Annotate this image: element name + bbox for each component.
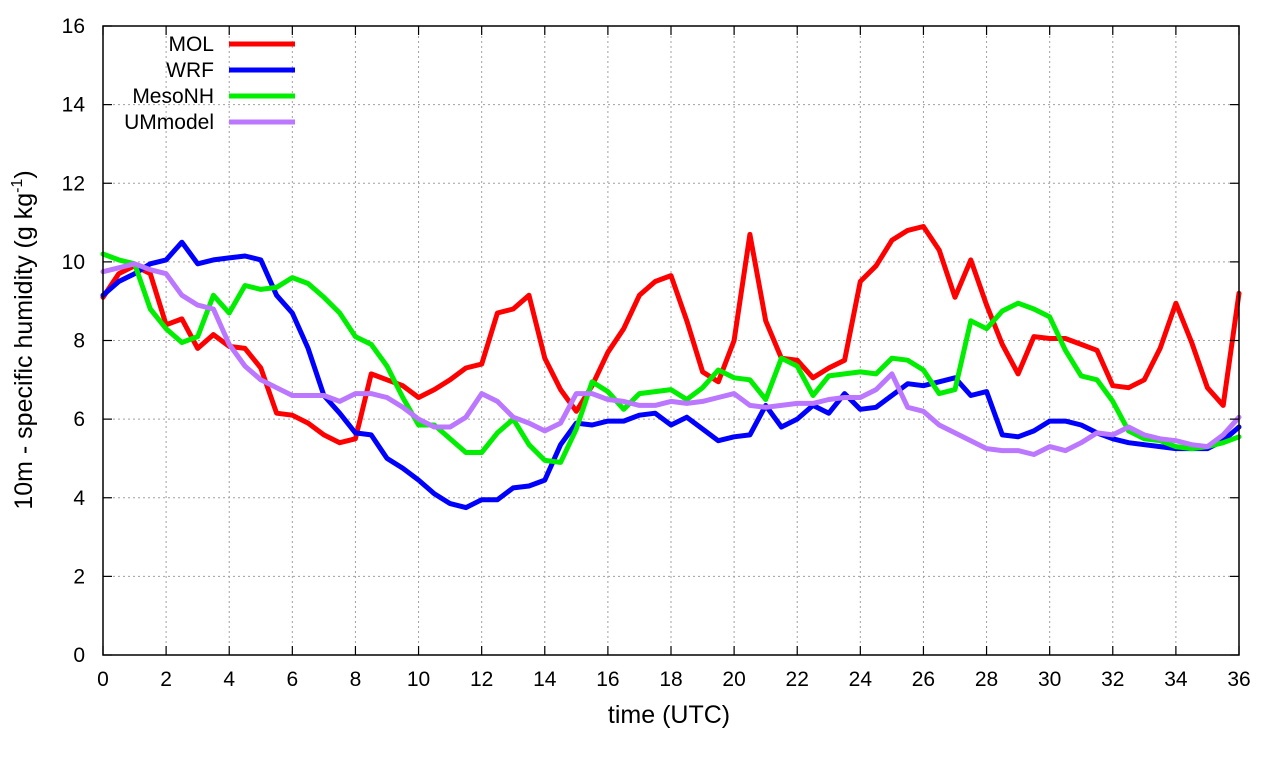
series-line-mesonh [100,251,1242,465]
y-axis-title-superscript: -1 [9,179,26,193]
y-tick-label: 8 [73,330,85,353]
y-tick-label: 0 [73,644,85,667]
series-line-ummodel [100,261,1242,457]
y-tick-label: 2 [73,565,85,588]
y-axis-title-main: 10m - specific humidity (g kg [10,193,38,510]
x-tick-label: 14 [533,668,557,691]
x-tick-label: 4 [223,668,235,691]
y-axis-ticks: 0 2 4 6 8 10 12 14 16 [62,15,1239,667]
x-tick-label: 0 [97,668,109,691]
x-axis-ticks: 0 2 4 6 8 10 12 14 16 18 20 22 24 26 28 30 32 34 36 [97,26,1251,691]
x-tick-label: 8 [350,668,362,691]
x-tick-label: 20 [722,668,745,691]
x-axis-title: time (UTC) [608,701,730,729]
legend-label-mol: MOL [168,33,214,56]
legend-label-wrf: WRF [166,59,214,82]
x-tick-label: 32 [1101,668,1124,691]
x-tick-label: 12 [470,668,493,691]
legend-label-mesonh: MesoNH [132,85,214,108]
y-tick-label: 16 [62,15,85,38]
x-tick-label: 26 [912,668,935,691]
x-tick-label: 36 [1227,668,1250,691]
y-tick-label: 6 [73,408,85,431]
y-tick-label: 12 [62,172,85,195]
x-tick-label: 22 [786,668,809,691]
x-tick-label: 16 [596,668,619,691]
x-tick-label: 30 [1038,668,1061,691]
y-tick-label: 10 [62,251,85,274]
series-line-mol [100,224,1242,446]
x-tick-label: 18 [659,668,682,691]
legend-label-ummodel: UMmodel [124,111,214,134]
y-tick-label: 4 [73,487,85,510]
x-tick-label: 2 [160,668,172,691]
y-axis-title: 10m - specific humidity (g kg-1) [9,170,38,509]
series-line-wrf [100,239,1242,511]
x-tick-label: 28 [975,668,998,691]
y-tick-label: 14 [62,94,86,117]
x-tick-label: 24 [849,668,873,691]
legend: MOL WRF MesoNH UMmodel [124,33,295,134]
x-tick-label: 34 [1164,668,1188,691]
x-tick-label: 6 [286,668,298,691]
series-lines [100,224,1242,511]
x-tick-label: 10 [407,668,430,691]
y-axis-title-end: ) [10,170,38,178]
